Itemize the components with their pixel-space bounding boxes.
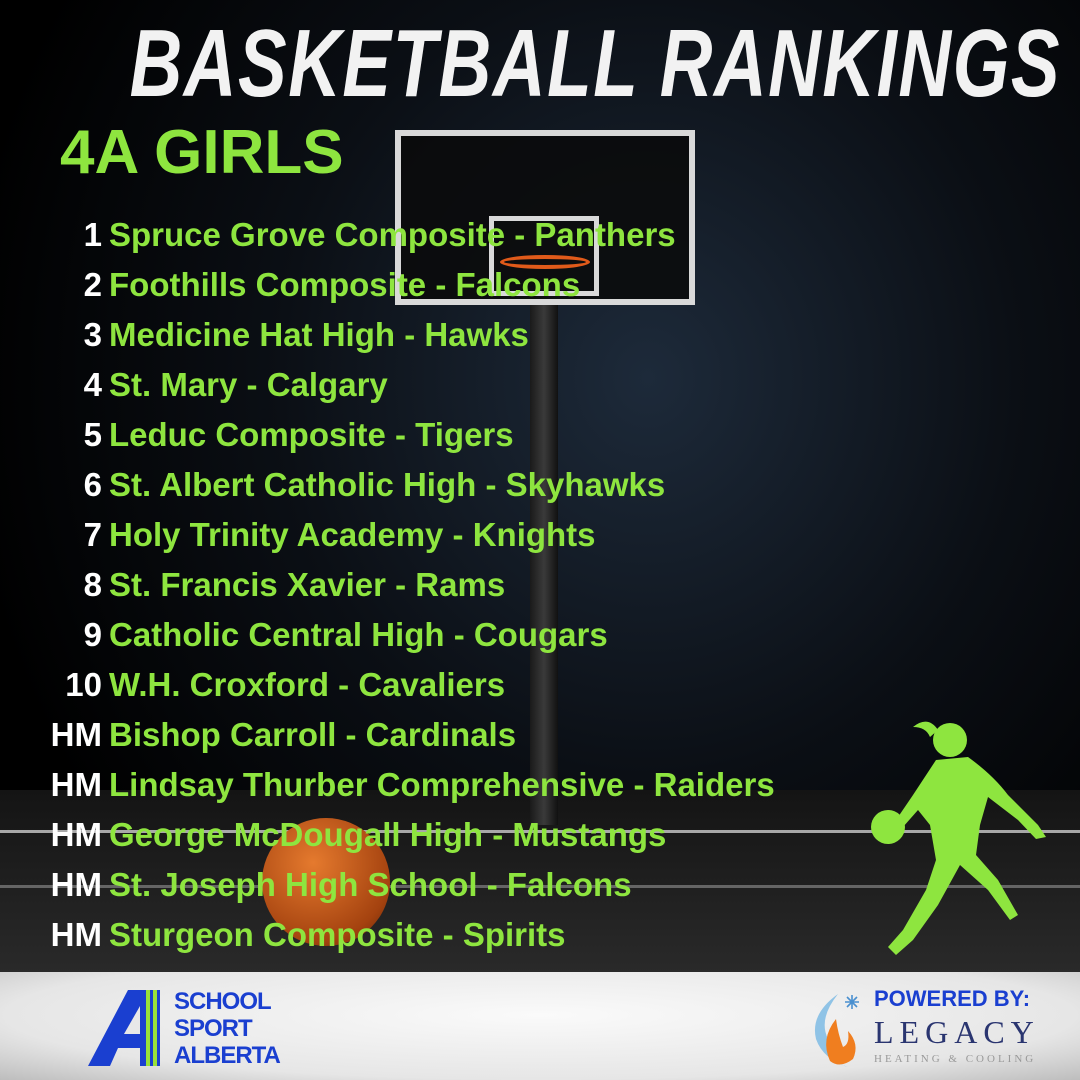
legacy-tagline: HEATING & COOLING — [874, 1053, 1037, 1065]
rank-number: HM — [50, 766, 102, 803]
team-name: George McDougall High - Mustangs — [109, 816, 667, 853]
division-subtitle: 4A GIRLS — [60, 118, 344, 187]
rank-number: HM — [50, 816, 102, 853]
rank-number: 5 — [83, 416, 102, 453]
rank-number: 8 — [83, 566, 102, 603]
hoop-pole — [530, 305, 558, 825]
team-name: Foothills Composite - Falcons — [109, 266, 581, 303]
ranking-row: HM Sturgeon Composite - Spirits — [30, 910, 775, 960]
school-sport-alberta-logo: SCHOOL SPORT ALBERTA — [88, 988, 298, 1072]
powered-by-label: POWERED BY: — [874, 986, 1031, 1011]
ranking-row: HM George McDougall High - Mustangs — [30, 810, 775, 860]
legacy-heating-logo: POWERED BY: LEGACY HEATING & COOLING — [808, 986, 1048, 1076]
rank-number: 2 — [83, 266, 102, 303]
team-name: Lindsay Thurber Comprehensive - Raiders — [109, 766, 775, 803]
ranking-row: 7 Holy Trinity Academy - Knights — [30, 510, 775, 560]
ranking-row: 10 W.H. Croxford - Cavaliers — [30, 660, 775, 710]
team-name: W.H. Croxford - Cavaliers — [109, 666, 506, 703]
rank-number: 9 — [83, 616, 102, 653]
ranking-row: 1 Spruce Grove Composite - Panthers — [30, 210, 775, 260]
team-name: Sturgeon Composite - Spirits — [109, 916, 566, 953]
ranking-row: 3 Medicine Hat High - Hawks — [30, 310, 775, 360]
team-name: St. Albert Catholic High - Skyhawks — [109, 466, 666, 503]
logo-line: ALBERTA — [174, 1042, 281, 1069]
basketball-player-silhouette — [871, 721, 1046, 955]
footer-bar: SCHOOL SPORT ALBERTA POWERED BY: LEGACY … — [0, 972, 1080, 1080]
rank-number: 1 — [83, 216, 102, 253]
ranking-row: HM Bishop Carroll - Cardinals — [30, 710, 775, 760]
ranking-row: 2 Foothills Composite - Falcons — [30, 260, 775, 310]
legacy-name: LEGACY — [874, 1014, 1040, 1050]
rank-number: HM — [50, 866, 102, 903]
rank-number: 10 — [65, 666, 102, 703]
team-name: Medicine Hat High - Hawks — [109, 316, 529, 353]
logo-line: SPORT — [174, 1015, 253, 1042]
ranking-row: 4 St. Mary - Calgary — [30, 360, 775, 410]
ranking-row: 9 Catholic Central High - Cougars — [30, 610, 775, 660]
rank-number: 3 — [83, 316, 102, 353]
backboard — [395, 130, 695, 305]
rankings-list: 1 Spruce Grove Composite - Panthers 2 Foot… — [30, 210, 775, 960]
hoop-rim — [500, 255, 590, 269]
ranking-row: 5 Leduc Composite - Tigers — [30, 410, 775, 460]
team-name: Leduc Composite - Tigers — [109, 416, 514, 453]
alberta-a-icon — [88, 990, 160, 1066]
flame-snowflake-icon — [814, 994, 859, 1067]
team-name: Catholic Central High - Cougars — [109, 616, 608, 653]
rank-number: HM — [50, 916, 102, 953]
rank-number: 4 — [83, 366, 102, 403]
rank-number: 6 — [83, 466, 102, 503]
ranking-row: HM Lindsay Thurber Comprehensive - Raider… — [30, 760, 775, 810]
team-name: Holy Trinity Academy - Knights — [109, 516, 596, 553]
basketball-image — [262, 818, 390, 946]
team-name: Bishop Carroll - Cardinals — [109, 716, 517, 753]
rank-number: 7 — [83, 516, 102, 553]
ranking-row: HM St. Joseph High School - Falcons — [30, 860, 775, 910]
rank-number: HM — [50, 716, 102, 753]
court-line — [0, 830, 1080, 833]
court-line — [0, 885, 1080, 888]
team-name: St. Mary - Calgary — [109, 366, 388, 403]
school-sport-alberta-text: SCHOOL SPORT ALBERTA — [174, 988, 281, 1069]
team-name: St. Joseph High School - Falcons — [109, 866, 632, 903]
backboard-square — [489, 216, 599, 296]
ranking-row: 6 St. Albert Catholic High - Skyhawks — [30, 460, 775, 510]
team-name: Spruce Grove Composite - Panthers — [109, 216, 676, 253]
logo-line: SCHOOL — [174, 988, 272, 1015]
team-name: St. Francis Xavier - Rams — [109, 566, 506, 603]
page-title: BASKETBALL RANKINGS — [129, 10, 1062, 117]
ranking-row: 8 St. Francis Xavier - Rams — [30, 560, 775, 610]
